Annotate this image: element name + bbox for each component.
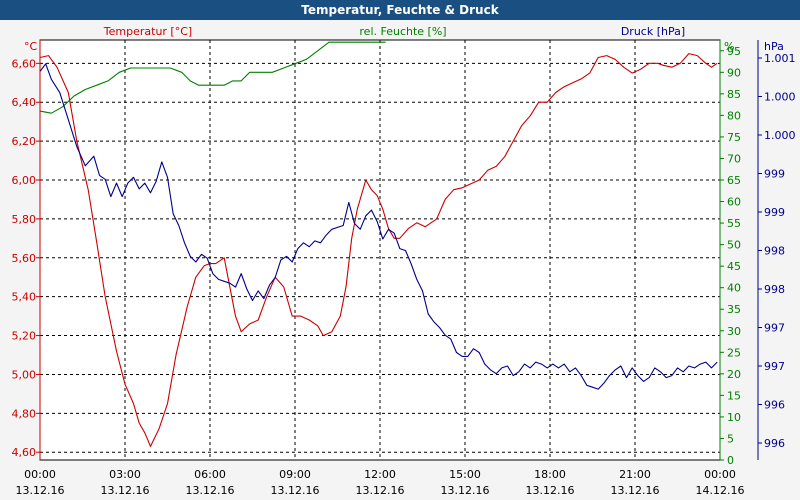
humidity-tick-label: 45 (727, 260, 741, 273)
temperature-tick-label: 4,80 (12, 407, 37, 420)
series-line-pressure (39, 63, 718, 390)
temperature-tick-label: 6,40 (12, 96, 37, 109)
humidity-tick-label: 70 (727, 152, 741, 165)
temperature-tick-label: 6,60 (12, 57, 37, 70)
x-tick-label-time: 03:00 (109, 468, 141, 481)
x-tick-label-date: 13.12.16 (526, 484, 575, 497)
x-tick-label-time: 06:00 (194, 468, 226, 481)
pressure-tick-label: 1.001 (764, 52, 796, 65)
pressure-tick-label: 996 (764, 399, 785, 412)
x-tick-label-time: 12:00 (364, 468, 396, 481)
temperature-axis-title: Temperatur [°C] (103, 25, 192, 38)
humidity-tick-label: 20 (727, 368, 741, 381)
x-tick-label-time: 21:00 (619, 468, 651, 481)
grid (40, 40, 720, 460)
humidity-tick-label: 55 (727, 217, 741, 230)
series-line-temperature (39, 53, 718, 447)
humidity-unit: % (724, 40, 734, 53)
humidity-tick-label: 35 (727, 303, 741, 316)
humidity-tick-label: 95 (727, 45, 741, 58)
temperature-tick-label: 5,00 (12, 368, 37, 381)
pressure-unit: hPa (764, 40, 784, 53)
temperature-tick-label: 5,20 (12, 330, 37, 343)
pressure-tick-label: 997 (764, 360, 785, 373)
humidity-tick-label: 0 (727, 454, 734, 467)
temperature-tick-label: 5,80 (12, 213, 37, 226)
pressure-tick-label: 998 (764, 245, 785, 258)
humidity-tick-label: 30 (727, 325, 741, 338)
x-tick-label-time: 18:00 (534, 468, 566, 481)
pressure-tick-label: 1.000 (764, 91, 796, 104)
x-tick-label-time: 09:00 (279, 468, 311, 481)
humidity-tick-label: 25 (727, 346, 741, 359)
x-tick-label-time: 00:00 (704, 468, 736, 481)
pressure-tick-label: 998 (764, 283, 785, 296)
temperature-tick-label: 6,00 (12, 174, 37, 187)
temperature-unit: °C (24, 40, 38, 53)
pressure-axis-title: Druck [hPa] (621, 25, 685, 38)
axis-labels: Temperatur [°C] rel. Feuchte [%] Druck [hP… (24, 25, 784, 53)
humidity-axis-title: rel. Feuchte [%] (359, 25, 446, 38)
x-tick-label-date: 13.12.16 (441, 484, 490, 497)
pressure-tick-label: 1.000 (764, 129, 796, 142)
humidity-tick-label: 90 (727, 66, 741, 79)
temperature-tick-label: 6,20 (12, 135, 37, 148)
pressure-tick-label: 999 (764, 206, 785, 219)
humidity-tick-label: 50 (727, 239, 741, 252)
x-tick-label-date: 13.12.16 (611, 484, 660, 497)
chart-title: Temperatur, Feuchte & Druck (0, 0, 800, 20)
x-tick-label-time: 00:00 (24, 468, 56, 481)
humidity-tick-label: 5 (727, 432, 734, 445)
x-tick-label-date: 13.12.16 (16, 484, 65, 497)
axes: 00:00 13.12.16 03:00 13.12.16 06:00 13.12.16 0… (12, 39, 796, 497)
pressure-tick-label: 999 (764, 168, 785, 181)
humidity-tick-label: 85 (727, 88, 741, 101)
series-layer (39, 41, 718, 447)
x-tick-label-date: 13.12.16 (356, 484, 405, 497)
series-line-humidity (39, 41, 386, 114)
pressure-tick-label: 996 (764, 437, 785, 450)
temperature-tick-label: 4,60 (12, 446, 37, 459)
x-tick-label-date: 14.12.16 (696, 484, 745, 497)
x-tick-label-date: 13.12.16 (271, 484, 320, 497)
temperature-tick-label: 5,40 (12, 291, 37, 304)
humidity-tick-label: 65 (727, 174, 741, 187)
humidity-tick-label: 75 (727, 131, 741, 144)
x-tick-label-time: 15:00 (449, 468, 481, 481)
x-tick-label-date: 13.12.16 (101, 484, 150, 497)
humidity-tick-label: 15 (727, 389, 741, 402)
x-tick-label-date: 13.12.16 (186, 484, 235, 497)
humidity-tick-label: 10 (727, 411, 741, 424)
temperature-tick-label: 5,60 (12, 252, 37, 265)
humidity-tick-label: 80 (727, 109, 741, 122)
pressure-tick-label: 997 (764, 322, 785, 335)
humidity-tick-label: 60 (727, 196, 741, 209)
humidity-tick-label: 40 (727, 282, 741, 295)
